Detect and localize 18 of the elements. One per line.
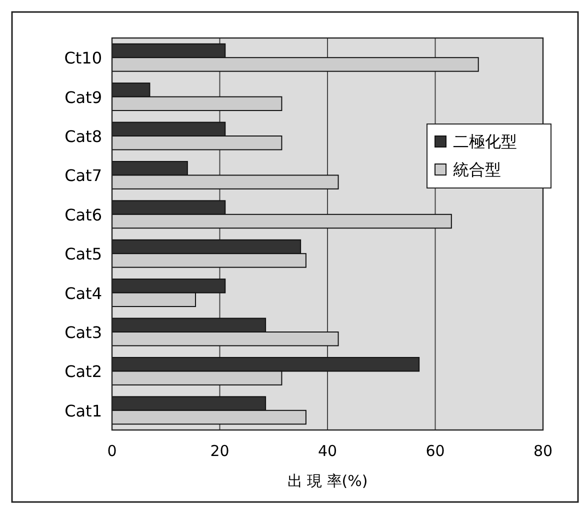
y-tick-label: Cat2 (64, 362, 102, 382)
x-tick-label: 40 (318, 442, 338, 460)
y-tick-label: Cat1 (64, 401, 102, 420)
y-tick-label: Cat5 (64, 244, 102, 264)
x-tick-label: 80 (533, 442, 553, 460)
y-tick-label: Cat9 (64, 88, 102, 107)
legend-label: 統合型 (453, 160, 501, 179)
x-axis-title: 出 現 率(%) (287, 472, 368, 490)
y-tick-label: Cat8 (64, 127, 102, 146)
x-tick-label: 0 (107, 442, 117, 460)
x-tick-label: 60 (426, 442, 445, 460)
y-tick-label: Cat7 (64, 166, 102, 186)
y-tick-label: Cat3 (64, 323, 102, 342)
y-tick-label: Cat6 (64, 205, 102, 224)
y-tick-label: Ct10 (64, 48, 102, 68)
y-tick-label: Cat4 (64, 284, 102, 303)
x-tick-label: 20 (210, 442, 230, 460)
legend-label: 二極化型 (453, 132, 517, 151)
